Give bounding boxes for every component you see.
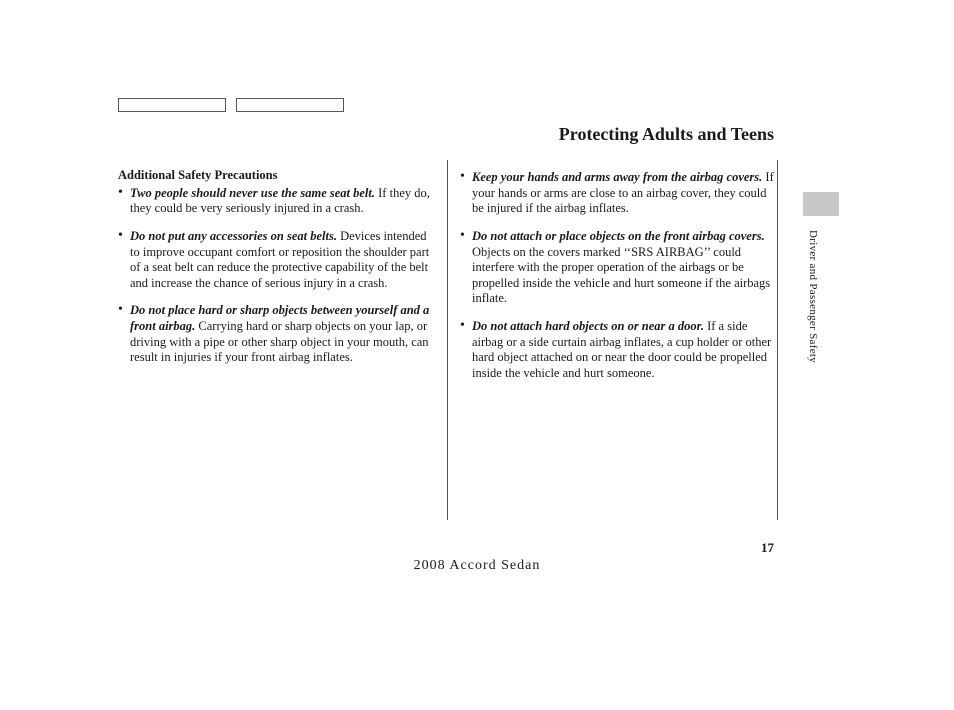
side-label: Driver and Passenger Safety bbox=[807, 230, 819, 363]
item-lead: Keep your hands and arms away from the a… bbox=[472, 170, 762, 184]
list-item: Do not place hard or sharp objects betwe… bbox=[118, 303, 435, 366]
header-box-2 bbox=[236, 98, 344, 112]
list-item: Do not put any accessories on seat belts… bbox=[118, 229, 435, 292]
footer-text: 2008 Accord Sedan bbox=[0, 558, 954, 574]
item-lead: Do not attach or place objects on the fr… bbox=[472, 229, 765, 243]
page-number: 17 bbox=[761, 540, 774, 556]
item-body: Objects on the covers marked ‘‘SRS AIRBA… bbox=[472, 245, 770, 306]
precaution-list-right: Keep your hands and arms away from the a… bbox=[460, 170, 777, 382]
item-lead: Two people should never use the same sea… bbox=[130, 186, 375, 200]
header-placeholder-boxes bbox=[118, 98, 344, 112]
list-item: Do not attach hard objects on or near a … bbox=[460, 319, 777, 382]
list-item: Two people should never use the same sea… bbox=[118, 186, 435, 217]
item-lead: Do not put any accessories on seat belts… bbox=[130, 229, 337, 243]
precaution-list-left: Two people should never use the same sea… bbox=[118, 186, 435, 366]
header-box-1 bbox=[118, 98, 226, 112]
subheading: Additional Safety Precautions bbox=[118, 168, 435, 184]
column-left: Additional Safety Precautions Two people… bbox=[118, 160, 448, 520]
column-right: Keep your hands and arms away from the a… bbox=[448, 160, 778, 520]
section-title: Protecting Adults and Teens bbox=[559, 124, 774, 145]
side-tab bbox=[803, 192, 839, 216]
content-area: Additional Safety Precautions Two people… bbox=[118, 160, 778, 520]
list-item: Keep your hands and arms away from the a… bbox=[460, 170, 777, 217]
item-lead: Do not attach hard objects on or near a … bbox=[472, 319, 704, 333]
list-item: Do not attach or place objects on the fr… bbox=[460, 229, 777, 307]
